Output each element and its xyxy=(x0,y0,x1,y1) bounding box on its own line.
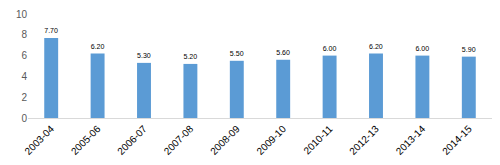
svg-text:6.00: 6.00 xyxy=(323,45,337,52)
svg-text:2014-15: 2014-15 xyxy=(440,123,474,157)
svg-text:8: 8 xyxy=(21,29,27,40)
svg-text:2009-10: 2009-10 xyxy=(254,123,288,157)
svg-text:2008-09: 2008-09 xyxy=(208,123,242,157)
svg-text:5.20: 5.20 xyxy=(183,53,197,60)
svg-text:2012-13: 2012-13 xyxy=(347,123,381,157)
svg-text:10: 10 xyxy=(16,9,28,20)
svg-text:5.60: 5.60 xyxy=(276,49,290,56)
svg-text:7.70: 7.70 xyxy=(44,27,58,34)
svg-text:6.20: 6.20 xyxy=(91,43,105,50)
svg-text:5.30: 5.30 xyxy=(137,52,151,59)
svg-text:2005-06: 2005-06 xyxy=(69,123,103,157)
svg-text:5.50: 5.50 xyxy=(230,50,244,57)
svg-text:6.00: 6.00 xyxy=(415,45,429,52)
svg-text:5.90: 5.90 xyxy=(462,46,476,53)
svg-text:6.20: 6.20 xyxy=(369,43,383,50)
svg-text:2007-08: 2007-08 xyxy=(162,123,196,157)
svg-text:2010-11: 2010-11 xyxy=(301,123,335,157)
svg-text:2006-07: 2006-07 xyxy=(115,123,149,157)
svg-text:6: 6 xyxy=(21,50,27,61)
svg-text:0: 0 xyxy=(21,113,27,124)
svg-text:2003-04: 2003-04 xyxy=(22,123,56,157)
svg-text:4: 4 xyxy=(21,71,27,82)
svg-text:2013-14: 2013-14 xyxy=(394,123,428,157)
svg-text:2: 2 xyxy=(21,92,27,103)
